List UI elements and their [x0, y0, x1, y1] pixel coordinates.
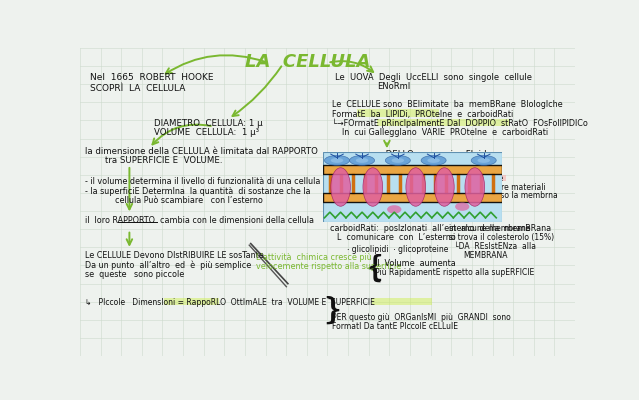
- Text: }: }: [323, 295, 342, 324]
- Circle shape: [385, 156, 410, 165]
- Text: }: }: [324, 297, 342, 325]
- Text: SCOPRÌ  LA  CELLULA: SCOPRÌ LA CELLULA: [89, 84, 185, 92]
- Text: L  comunicare  con  L’esterno: L comunicare con L’esterno: [337, 233, 456, 242]
- FancyBboxPatch shape: [323, 152, 502, 222]
- Circle shape: [325, 156, 350, 165]
- Text: Nel  1665  ROBERT  HOOKE: Nel 1665 ROBERT HOOKE: [89, 73, 213, 82]
- Text: Le  CELLULE sono  BElimitate  ba  memBRane  BIologIche: Le CELLULE sono BElimitate ba memBRane B…: [332, 100, 563, 110]
- Text: si trova il colesterolo (15%): si trova il colesterolo (15%): [449, 233, 554, 242]
- Text: └→FOrmatE pRincIpalmentE Dal  DOPPIO  stRatO  FOsFolIPIDICo: └→FOrmatE pRincIpalmentE Dal DOPPIO stRa…: [332, 119, 589, 128]
- Text: il  Volume  aumenta: il Volume aumenta: [374, 259, 455, 268]
- Text: FormatI Da tantE PIccolE cELLulE: FormatI Da tantE PIccolE cELLulE: [332, 322, 458, 331]
- FancyBboxPatch shape: [376, 118, 509, 126]
- Circle shape: [392, 158, 404, 163]
- Ellipse shape: [363, 168, 383, 206]
- Text: └DA  REsIstENza  alla: └DA REsIstENza alla: [454, 242, 535, 251]
- FancyBboxPatch shape: [357, 109, 440, 117]
- Ellipse shape: [406, 168, 426, 206]
- Text: PER questo giù  ORGanIsMI  più  GRANDI  sono: PER questo giù ORGanIsMI più GRANDI sono: [332, 313, 511, 322]
- Circle shape: [477, 158, 490, 163]
- Text: FormatE  ba  LIPIDi,  PROteIne  e  carboidRati: FormatE ba LIPIDi, PROteIne e carboidRat…: [332, 110, 514, 119]
- Ellipse shape: [331, 168, 350, 206]
- Text: - la superficiE DetermIna  la quantità  di sostanze che la: - la superficiE DetermIna la quantità di…: [85, 187, 311, 196]
- Circle shape: [471, 156, 497, 165]
- FancyBboxPatch shape: [371, 298, 432, 304]
- Circle shape: [427, 158, 440, 163]
- FancyBboxPatch shape: [323, 192, 502, 202]
- Text: se  queste   sono piccole: se queste sono piccole: [85, 270, 184, 279]
- Text: In  cui GalleggIano  VARIE  PROteIne  e  carboidRati: In cui GalleggIano VARIE PROteIne e carb…: [343, 128, 548, 137]
- Text: velocemente rispetto alla superficie: velocemente rispetto alla superficie: [256, 262, 401, 271]
- Text: carboidRati:  posIzIonati  all’esterno  della  memBRana: carboidRati: posIzIonati all’esterno del…: [330, 224, 551, 233]
- Text: moDELLO  a mosaico Fluido: moDELLO a mosaico Fluido: [372, 150, 492, 159]
- Circle shape: [331, 158, 343, 163]
- Text: VOLUME  CELLULA:  1 μ³: VOLUME CELLULA: 1 μ³: [154, 128, 259, 137]
- FancyBboxPatch shape: [323, 165, 502, 174]
- Circle shape: [421, 156, 446, 165]
- FancyBboxPatch shape: [164, 298, 219, 304]
- FancyBboxPatch shape: [468, 174, 506, 181]
- Ellipse shape: [465, 168, 484, 206]
- Text: attraverso la membrna: attraverso la membrna: [468, 191, 557, 200]
- Text: Le  UOVA  Degli  UccELLI  sono  singole  cellule: Le UOVA Degli UccELLI sono singole cellu…: [335, 73, 532, 82]
- Text: L’attività  chimica cresce più: L’attività chimica cresce più: [256, 253, 371, 262]
- Text: Più RapidamentE rispetto alla supERFICIE: Più RapidamentE rispetto alla supERFICIE: [374, 268, 534, 277]
- Text: DIAMETRO  CELLULA: 1 μ: DIAMETRO CELLULA: 1 μ: [154, 119, 263, 128]
- Text: {: {: [366, 254, 384, 282]
- Text: ↳   PIccole   DimensIoni = RappoRLO  OttImALE  tra  VOLUME E  SUPERFICIE: ↳ PIccole DimensIoni = RappoRLO OttImALE…: [85, 298, 374, 306]
- Ellipse shape: [455, 202, 470, 211]
- Text: cellula Può scambiare   con l’esterno: cellula Può scambiare con l’esterno: [114, 196, 263, 205]
- Text: ⋅ glicolipidi  ⋅ glicoproteine: ⋅ glicolipidi ⋅ glicoproteine: [348, 245, 449, 254]
- Ellipse shape: [435, 168, 454, 206]
- Text: Le CELLULE Devono DIstRIBUIRE LE sosTante: Le CELLULE Devono DIstRIBUIRE LE sosTant…: [85, 252, 263, 260]
- Text: in  alcune membrane: in alcune membrane: [449, 224, 530, 233]
- Text: {: {: [365, 254, 384, 283]
- Ellipse shape: [387, 205, 401, 214]
- Text: il  loro RAPPORTO  cambia con le dimensioni della cellula: il loro RAPPORTO cambia con le dimension…: [85, 216, 314, 225]
- Circle shape: [356, 158, 368, 163]
- Text: PRoteIne: PRoteIne: [468, 174, 504, 183]
- Text: MEMBRANA: MEMBRANA: [464, 252, 508, 260]
- Text: tra SUPERFICIE E  VOLUME.: tra SUPERFICIE E VOLUME.: [105, 156, 222, 165]
- Text: LA  CELLULA: LA CELLULA: [245, 53, 371, 71]
- Text: L spostare materiali: L spostare materiali: [468, 183, 545, 192]
- Text: la dimensione della CELLULA è limitata dal RAPPORTO: la dimensione della CELLULA è limitata d…: [85, 147, 318, 156]
- Circle shape: [350, 156, 374, 165]
- Text: Da un punto  all’altro  ed  è  più semplice: Da un punto all’altro ed è più semplice: [85, 260, 251, 270]
- Text: - il volume determina il livello di funzionalità di una cellula: - il volume determina il livello di funz…: [85, 178, 320, 186]
- Text: ENoRmI: ENoRmI: [377, 82, 410, 91]
